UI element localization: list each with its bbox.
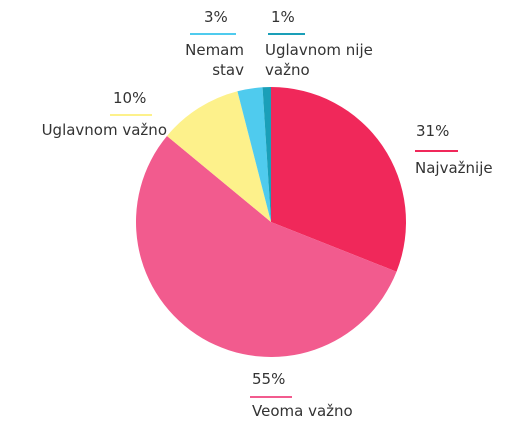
value-label: 1% — [271, 8, 295, 26]
label-underline — [190, 33, 236, 35]
value-label: 55% — [252, 370, 286, 388]
label-underline — [250, 396, 292, 398]
pie-slice — [271, 87, 406, 272]
label-underline — [110, 114, 152, 116]
category-label: Najvažnije — [415, 159, 493, 177]
pie-slice — [237, 87, 271, 222]
value-label: 3% — [204, 8, 228, 26]
value-label: 10% — [113, 89, 147, 107]
pie-slice — [135, 135, 397, 357]
pie-slice — [166, 91, 271, 222]
category-label: Veoma važno — [252, 402, 353, 420]
category-label: Uglavnom važno — [41, 121, 167, 139]
category-label: Uglavnom nije važno — [265, 41, 373, 79]
label-underline — [268, 33, 305, 35]
pie-slice — [262, 87, 271, 222]
value-label: 31% — [416, 122, 450, 140]
category-label: Nemam stav — [185, 41, 244, 79]
label-underline — [415, 150, 458, 152]
